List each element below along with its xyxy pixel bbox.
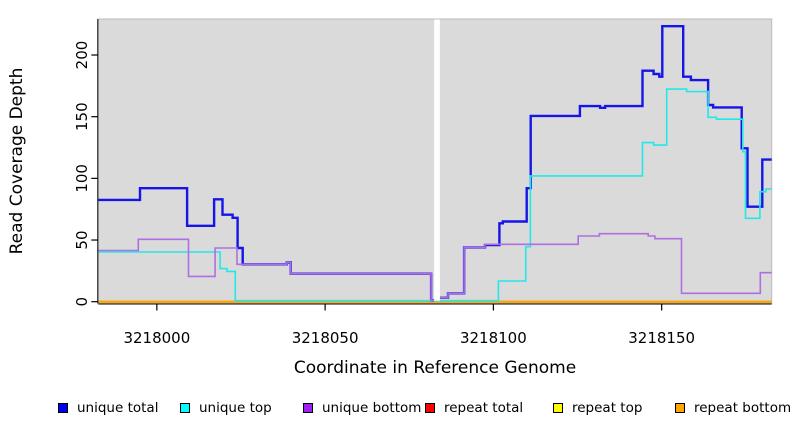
axes: 3218000 3218050 3218100 3218150 0 50 100 150 200 xyxy=(73,19,772,347)
legend-label: unique top xyxy=(199,400,272,416)
series-unique-bottom xyxy=(439,232,772,299)
x-tick-label: 3218100 xyxy=(460,329,527,347)
series-unique-total xyxy=(439,25,772,299)
y-axis-title: Read Coverage Depth xyxy=(7,68,27,255)
legend-label: unique total xyxy=(77,400,159,416)
series-unique-bottom xyxy=(98,238,435,302)
series-unique-top xyxy=(98,88,772,302)
x-tick-label: 3218150 xyxy=(628,329,695,347)
y-tick-label: 150 xyxy=(73,102,91,131)
x-tick-label: 3218050 xyxy=(292,329,359,347)
legend-swatch-repeat-total xyxy=(425,403,435,413)
legend-swatch-repeat-top xyxy=(553,403,563,413)
legend-label: repeat total xyxy=(444,400,524,416)
y-tick-label: 100 xyxy=(73,164,91,193)
x-tick-label: 3218000 xyxy=(123,329,190,347)
legend-label: unique bottom xyxy=(322,400,422,416)
legend-swatch-unique-bottom xyxy=(303,403,313,413)
y-tick-label: 200 xyxy=(73,41,91,70)
series-lines xyxy=(98,25,772,303)
legend-swatch-unique-total xyxy=(58,403,68,413)
legend-label: repeat top xyxy=(572,400,643,416)
legend-label: repeat bottom xyxy=(694,400,792,416)
y-tick-label: 50 xyxy=(73,230,91,249)
legend-swatch-repeat-bottom xyxy=(675,403,685,413)
legend-swatch-unique-top xyxy=(180,403,190,413)
legend: unique total unique top unique bottom repea… xyxy=(0,398,792,422)
y-tick-label: 0 xyxy=(73,297,91,307)
masked-region-band xyxy=(434,19,440,301)
x-axis-title: Coordinate in Reference Genome xyxy=(294,358,576,378)
